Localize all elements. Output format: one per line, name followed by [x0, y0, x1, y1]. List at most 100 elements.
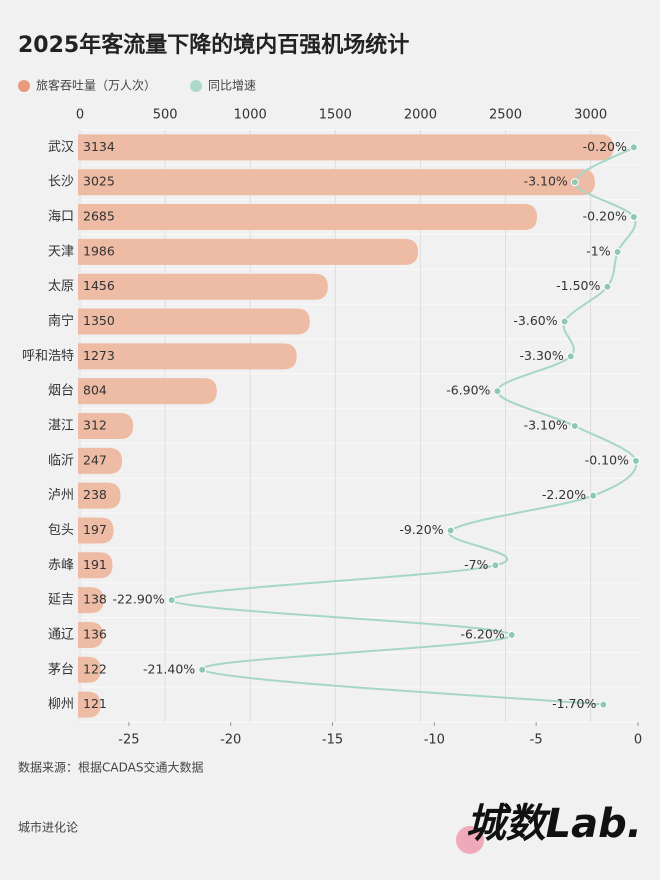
x2-tick-label: -25 [118, 733, 139, 748]
chart-title: 2025年客流量下降的境内百强机场统计 [18, 32, 409, 58]
growth-point [570, 178, 579, 187]
bar [78, 273, 328, 300]
growth-point [631, 456, 640, 465]
bar-value-label: 804 [83, 383, 107, 398]
growth-point [493, 387, 502, 396]
growth-label: -1% [586, 243, 610, 258]
bar [78, 204, 538, 231]
growth-label: -1.50% [556, 278, 600, 293]
growth-point [603, 282, 612, 291]
y-tick-label: 太原 [48, 279, 74, 294]
growth-point [629, 213, 638, 222]
growth-label: -6.90% [446, 383, 490, 398]
logo: 城数Lab. [466, 801, 642, 847]
legend-swatch [18, 80, 30, 92]
source: 数据来源：根据CADAS交通大数据 [18, 760, 203, 775]
bar-value-label: 312 [83, 418, 107, 433]
y-tick-label: 延吉 [48, 593, 74, 608]
x2-tick-label: -5 [530, 733, 543, 748]
bar [78, 169, 595, 196]
y-tick-label: 临沂 [48, 453, 74, 468]
bar [78, 378, 217, 405]
growth-label: -3.30% [520, 348, 564, 363]
y-tick-label: 呼和浩特 [22, 349, 74, 364]
bar-value-label: 1456 [83, 278, 115, 293]
y-tick-label: 赤峰 [48, 558, 74, 573]
bar [78, 691, 101, 718]
bar-value-label: 247 [83, 452, 107, 467]
x-tick-label: 1000 [234, 108, 267, 123]
growth-point [589, 491, 598, 500]
bar [78, 587, 104, 614]
x-tick-label: 3000 [574, 108, 607, 123]
y-tick-label: 泸州 [48, 488, 74, 503]
x-tick-label: 1500 [319, 108, 352, 123]
growth-label: -9.20% [399, 522, 443, 537]
x-tick-label: 500 [153, 108, 178, 123]
bar [78, 447, 123, 474]
bar-value-label: 1986 [83, 243, 115, 258]
growth-label: -3.10% [524, 418, 568, 433]
growth-label: -0.20% [583, 139, 627, 154]
bar [78, 621, 104, 648]
growth-point [560, 317, 569, 326]
growth-label: -2.20% [542, 487, 586, 502]
growth-point [167, 596, 176, 605]
footer: 城市进化论 [18, 820, 78, 835]
growth-label: -22.90% [112, 592, 164, 607]
x2-tick-label: -10 [424, 733, 445, 748]
bar-value-label: 197 [83, 522, 107, 537]
bar [78, 134, 614, 161]
growth-label: -3.60% [513, 313, 557, 328]
x-tick-label: 2500 [489, 108, 522, 123]
bar [78, 656, 101, 683]
bar [78, 517, 114, 544]
growth-label: -7% [464, 557, 488, 572]
x2-tick-label: -15 [322, 733, 343, 748]
growth-point [566, 352, 575, 361]
growth-label: -1.70% [552, 696, 596, 711]
bar-value-label: 238 [83, 487, 107, 502]
legend-label: 旅客吞吐量（万人次） [36, 78, 156, 93]
bar [78, 482, 121, 509]
x2-tick-label: -20 [220, 733, 241, 748]
growth-label: -3.10% [524, 174, 568, 189]
bar-value-label: 1350 [83, 313, 115, 328]
bar-value-label: 3025 [83, 174, 115, 189]
bar [78, 343, 297, 370]
bar [78, 308, 310, 335]
y-tick-label: 茅台 [48, 662, 74, 677]
growth-label: -0.10% [585, 452, 629, 467]
y-tick-label: 天津 [48, 244, 74, 259]
y-tick-label: 包头 [48, 523, 74, 538]
x2-tick-label: 0 [634, 733, 642, 748]
growth-point [613, 247, 622, 256]
bar-value-label: 2685 [83, 209, 115, 224]
growth-point [446, 526, 455, 535]
y-tick-label: 通辽 [48, 627, 74, 642]
legend-label: 同比增速 [208, 79, 256, 93]
y-tick-label: 长沙 [48, 175, 74, 190]
bar [78, 552, 113, 579]
growth-line [170, 146, 638, 706]
y-tick-label: 烟台 [48, 384, 74, 399]
bar-value-label: 122 [83, 661, 107, 676]
x-tick-label: 2000 [404, 108, 437, 123]
bar-value-label: 191 [83, 557, 107, 572]
growth-label: -21.40% [143, 661, 195, 676]
bar-value-label: 1273 [83, 348, 115, 363]
growth-label: -6.20% [460, 626, 504, 641]
growth-label: -0.20% [583, 209, 627, 224]
logo-dot [456, 826, 484, 854]
bar-value-label: 138 [83, 592, 107, 607]
y-tick-label: 海口 [48, 210, 74, 225]
x-tick-label: 0 [76, 108, 84, 123]
y-tick-label: 南宁 [48, 313, 74, 329]
growth-point [570, 422, 579, 430]
bar-value-label: 3134 [83, 139, 115, 154]
bar [78, 238, 419, 265]
growth-point [491, 561, 500, 570]
growth-point [599, 700, 608, 709]
y-tick-label: 武汉 [48, 140, 74, 155]
